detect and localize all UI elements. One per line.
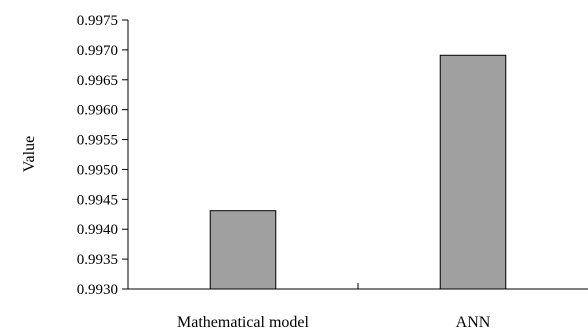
y-axis-title: Value [21,136,38,172]
y-tick-label: 0.9950 [77,162,118,178]
y-tick-label: 0.9945 [77,192,118,208]
x-axis-ticks: Mathematical model ANN [177,283,491,331]
y-tick-label: 0.9960 [77,103,118,119]
y-tick-label: 0.9940 [77,222,118,238]
y-tick-label: 0.9935 [77,252,118,268]
y-tick-label: 0.9975 [77,13,118,29]
x-tick-label: Mathematical model [177,314,310,331]
y-axis-ticks: 0.9930 0.9935 0.9940 0.9945 0.9950 0.9955 0.99… [77,13,128,298]
bar [439,54,507,290]
bar [209,210,277,290]
y-tick-label: 0.9965 [77,73,118,89]
y-tick-label: 0.9970 [77,43,118,59]
y-tick-label: 0.9930 [77,282,118,298]
x-tick-label: ANN [456,314,491,331]
y-tick-label: 0.9955 [77,133,118,149]
bars [209,54,507,290]
